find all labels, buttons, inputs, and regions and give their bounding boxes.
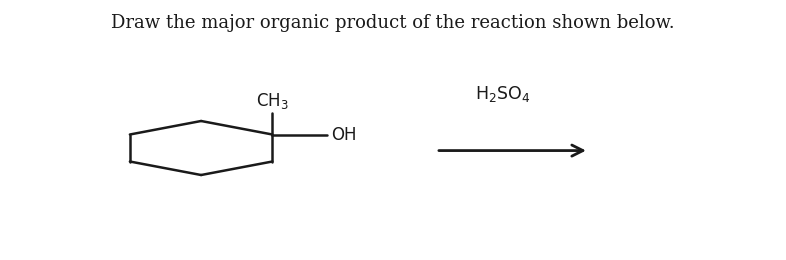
Text: Draw the major organic product of the reaction shown below.: Draw the major organic product of the re… [111, 14, 675, 32]
Text: H$_2$SO$_4$: H$_2$SO$_4$ [476, 84, 531, 104]
Text: CH$_3$: CH$_3$ [256, 90, 288, 110]
Text: OH: OH [331, 126, 357, 144]
